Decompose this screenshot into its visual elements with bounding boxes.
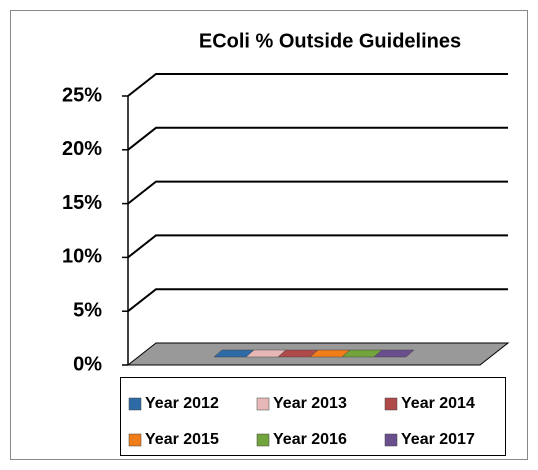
legend-box bbox=[120, 377, 506, 456]
grid-line bbox=[127, 126, 508, 151]
legend-label: Year 2013 bbox=[273, 395, 347, 412]
grid-line bbox=[127, 288, 508, 312]
legend-swatch bbox=[384, 433, 398, 447]
y-tick-label: 5% bbox=[73, 299, 102, 321]
grid-line bbox=[127, 180, 508, 205]
legend-swatch bbox=[256, 397, 270, 411]
y-tick-label: 20% bbox=[62, 138, 102, 160]
legend-swatch bbox=[384, 397, 398, 411]
legend-label: Year 2016 bbox=[273, 431, 347, 448]
chart-title: EColi % Outside Guidelines bbox=[199, 30, 461, 52]
legend-swatch bbox=[256, 433, 270, 447]
legend-label: Year 2017 bbox=[401, 431, 475, 448]
y-tick-label: 25% bbox=[62, 84, 102, 106]
grid-line bbox=[127, 234, 508, 259]
y-tick-label: 15% bbox=[62, 192, 102, 214]
legend-label: Year 2012 bbox=[145, 395, 219, 412]
legend-swatch bbox=[128, 397, 142, 411]
legend-swatch bbox=[128, 433, 142, 447]
bar bbox=[373, 349, 415, 358]
y-tick-label: 0% bbox=[73, 353, 102, 375]
legend-label: Year 2015 bbox=[145, 431, 219, 448]
legend-label: Year 2014 bbox=[401, 395, 475, 412]
grid-line bbox=[127, 73, 508, 97]
y-tick-label: 10% bbox=[62, 246, 102, 268]
